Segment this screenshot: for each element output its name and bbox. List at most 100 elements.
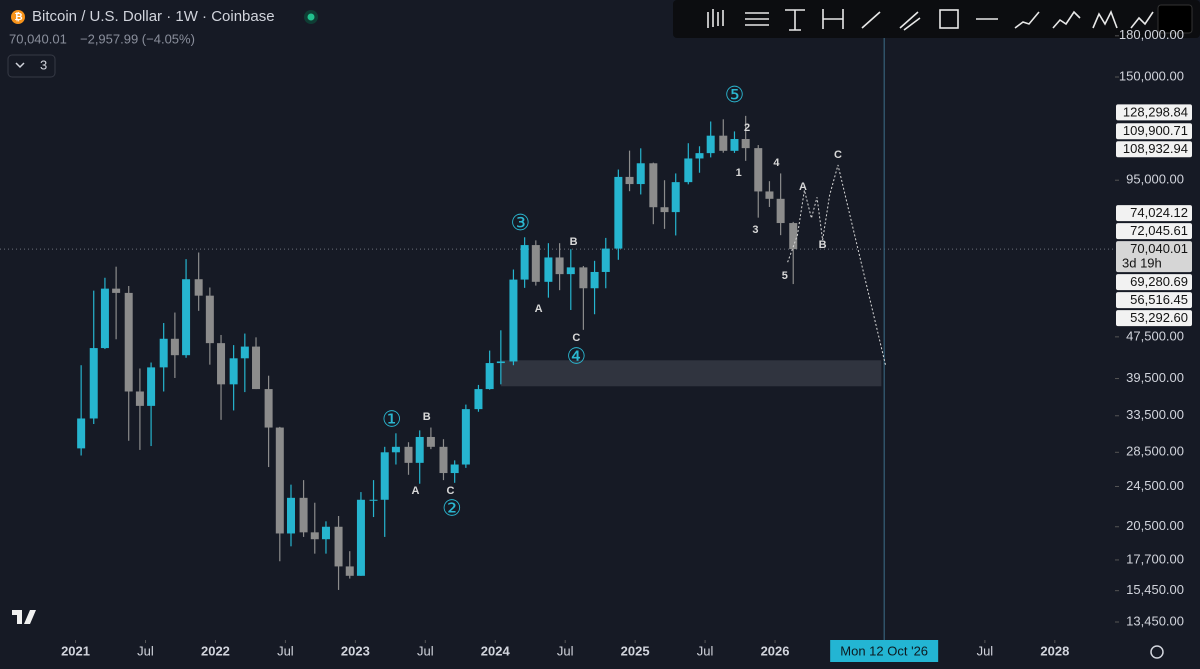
candle-body <box>299 497 308 533</box>
tool-abc[interactable] <box>1130 11 1154 29</box>
wave-label: ④ <box>567 344 587 369</box>
x-tick-label: 2021 <box>61 643 90 658</box>
wave-label: A <box>535 303 543 315</box>
wave-label: C <box>447 485 455 497</box>
y-tick-label: 17,700.00 <box>1126 551 1184 566</box>
wave-label: 3 <box>752 224 758 236</box>
x-tick-label: Jul <box>137 643 154 658</box>
candle-body <box>100 288 109 349</box>
wave-label: A <box>799 181 807 193</box>
candle-body <box>89 348 98 419</box>
candle-body <box>531 245 540 282</box>
support-zone <box>500 360 882 387</box>
settings-icon[interactable] <box>1150 645 1164 659</box>
y-tick-label: 47,500.00 <box>1126 328 1184 343</box>
y-tick-label: 39,500.00 <box>1126 370 1184 385</box>
candle-body <box>170 338 179 356</box>
y-tick-label: 95,000.00 <box>1126 172 1184 187</box>
candle-body <box>310 532 319 540</box>
symbol-title[interactable]: Bitcoin / U.S. Dollar · 1W · Coinbase <box>32 8 275 25</box>
price-tag <box>1116 274 1192 291</box>
candle-body <box>461 409 470 465</box>
price-tag <box>1116 292 1192 309</box>
x-tick-label: 2024 <box>481 643 511 658</box>
x-tick-label: Jul <box>977 643 994 658</box>
y-tick-label: 180,000.00 <box>1119 27 1184 42</box>
coin-glyph: ₿ <box>15 11 23 23</box>
y-tick-label: 20,500.00 <box>1126 518 1184 533</box>
candle-body <box>649 163 658 208</box>
candle-body <box>614 176 623 249</box>
indicator-toggle[interactable] <box>7 54 56 78</box>
tool-path[interactable] <box>1014 11 1040 29</box>
candle-body <box>789 223 798 250</box>
candle-body <box>625 176 634 185</box>
tool-channel[interactable] <box>899 11 921 31</box>
candle-body <box>264 389 273 428</box>
price-tag-label: 109,900.71 <box>1123 123 1188 138</box>
wave-label: A <box>412 485 420 497</box>
candle-body <box>159 338 168 368</box>
tool-pattern[interactable] <box>1092 10 1118 29</box>
candle-body <box>286 497 295 534</box>
y-tick-label: 15,450.00 <box>1126 582 1184 597</box>
candle-body <box>754 148 763 192</box>
tool-trend[interactable] <box>861 11 881 29</box>
last-price-label: 70,040.01 <box>1130 241 1188 256</box>
x-tick-label: Jul <box>277 643 294 658</box>
candle-body <box>601 248 610 272</box>
candle-body <box>450 464 459 474</box>
candle-body <box>439 446 448 474</box>
color-swatch[interactable] <box>1157 4 1193 34</box>
price-tag-label: 108,932.94 <box>1123 141 1188 156</box>
candle-body <box>112 288 121 293</box>
tool-elliott[interactable] <box>1052 10 1081 29</box>
tv-logo <box>12 610 36 624</box>
candle-body <box>671 182 680 213</box>
wave-label: ⑤ <box>725 83 745 108</box>
x-tick-label: 2025 <box>621 643 650 658</box>
y-tick-label: 33,500.00 <box>1126 407 1184 422</box>
price-tag <box>1116 123 1192 140</box>
price-tag <box>1116 223 1192 240</box>
candle-body <box>765 191 774 199</box>
tool-hlines[interactable] <box>745 12 769 26</box>
price-tag <box>1116 310 1192 327</box>
wave-label: 2 <box>744 122 750 134</box>
candle-body <box>321 526 330 540</box>
candle-body <box>496 361 505 364</box>
candle-body <box>636 163 645 185</box>
tool-range[interactable] <box>822 9 844 29</box>
price-tag-label: 53,292.60 <box>1130 310 1188 325</box>
candle-body <box>205 295 214 344</box>
candle-body <box>77 418 86 449</box>
wave-label: ① <box>382 407 402 432</box>
candle-body <box>415 436 424 463</box>
candle-body <box>275 427 284 534</box>
x-tick-label: Jul <box>417 643 434 658</box>
tool-candles[interactable] <box>707 9 724 28</box>
wave-label: B <box>423 411 431 423</box>
candle-body <box>660 207 669 213</box>
candle-body <box>369 499 378 501</box>
last-price-tag <box>1116 241 1192 273</box>
tool-rect[interactable] <box>939 9 959 29</box>
drawing-toolbar <box>673 0 1200 38</box>
price-tag-label: 74,024.12 <box>1130 205 1188 220</box>
candle-body <box>730 139 739 151</box>
tool-vline[interactable] <box>785 9 805 31</box>
x-tick-label: 2022 <box>201 643 230 658</box>
wave-label: ② <box>442 496 462 521</box>
candle-body <box>706 135 715 154</box>
candle-body <box>566 267 575 275</box>
price-tag-label: 72,045.61 <box>1130 223 1188 238</box>
candle-body <box>776 198 785 224</box>
price-change: −2,957.99 (−4.05%) <box>80 31 195 46</box>
coin-icon <box>11 10 25 24</box>
candle-body <box>485 363 494 390</box>
wave-label: ③ <box>511 211 531 236</box>
x-tick-label: 2028 <box>1040 643 1069 658</box>
candle-body <box>356 499 365 576</box>
candle-body <box>555 257 564 275</box>
